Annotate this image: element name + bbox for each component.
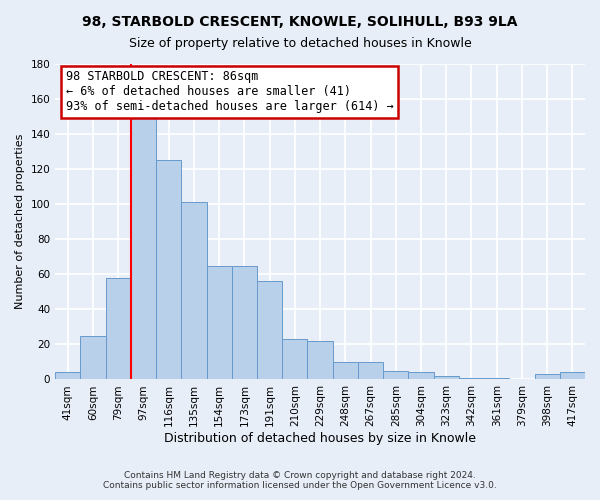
Bar xyxy=(307,341,332,380)
Bar xyxy=(106,278,131,380)
Text: Contains HM Land Registry data © Crown copyright and database right 2024.
Contai: Contains HM Land Registry data © Crown c… xyxy=(103,470,497,490)
Bar xyxy=(282,339,307,380)
Bar xyxy=(409,372,434,380)
Bar xyxy=(257,282,282,380)
Text: 98 STARBOLD CRESCENT: 86sqm
← 6% of detached houses are smaller (41)
93% of semi: 98 STARBOLD CRESCENT: 86sqm ← 6% of deta… xyxy=(66,70,394,114)
Bar xyxy=(181,202,206,380)
Bar xyxy=(55,372,80,380)
X-axis label: Distribution of detached houses by size in Knowle: Distribution of detached houses by size … xyxy=(164,432,476,445)
Bar xyxy=(358,362,383,380)
Bar xyxy=(484,378,509,380)
Bar xyxy=(80,336,106,380)
Bar xyxy=(535,374,560,380)
Y-axis label: Number of detached properties: Number of detached properties xyxy=(15,134,25,310)
Text: Size of property relative to detached houses in Knowle: Size of property relative to detached ho… xyxy=(128,38,472,51)
Bar xyxy=(206,266,232,380)
Bar xyxy=(131,118,156,380)
Bar xyxy=(232,266,257,380)
Bar xyxy=(156,160,181,380)
Bar xyxy=(560,372,585,380)
Text: 98, STARBOLD CRESCENT, KNOWLE, SOLIHULL, B93 9LA: 98, STARBOLD CRESCENT, KNOWLE, SOLIHULL,… xyxy=(82,15,518,29)
Bar xyxy=(383,370,409,380)
Bar xyxy=(434,376,459,380)
Bar xyxy=(332,362,358,380)
Bar xyxy=(459,378,484,380)
